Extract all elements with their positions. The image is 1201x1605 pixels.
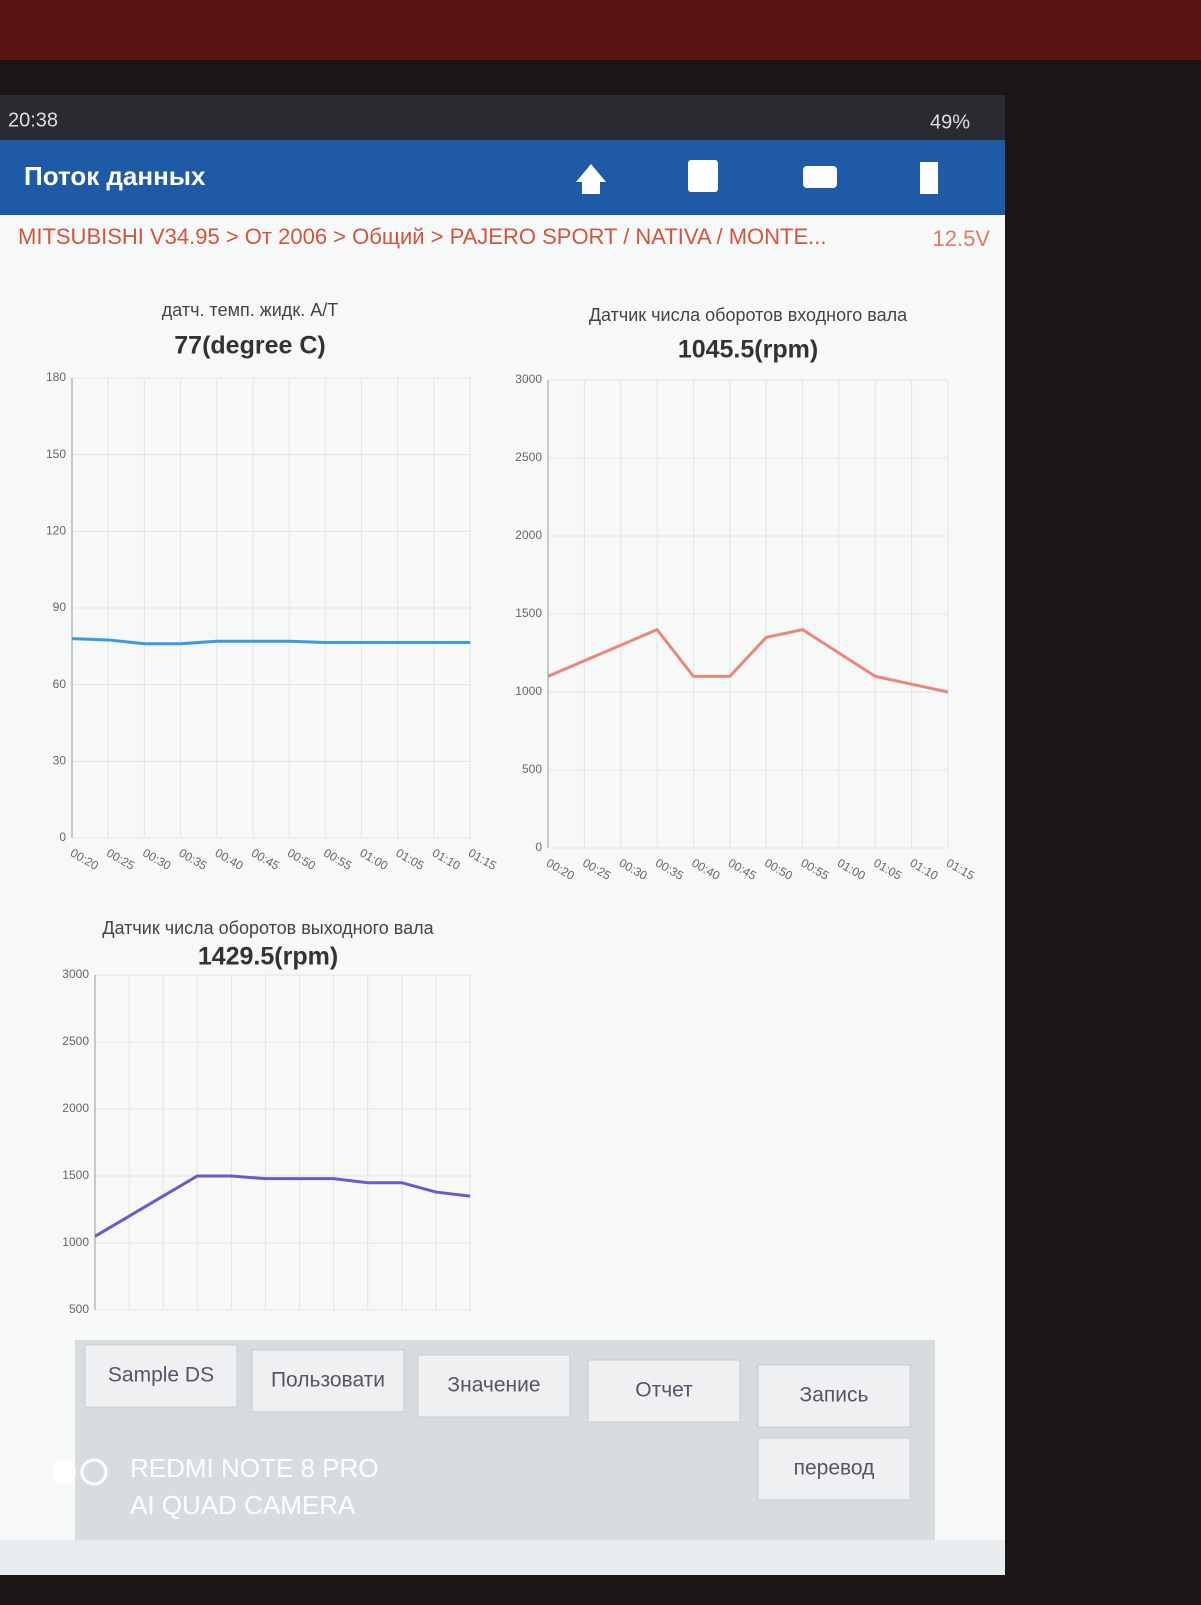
breadcrumb: MITSUBISHI V34.95 > От 2006 > Общий > PA… <box>18 224 827 249</box>
y-tick-label: 60 <box>53 677 67 691</box>
chart-title: Датчик числа оборотов входного вала <box>589 305 908 325</box>
home-icon[interactable] <box>576 164 606 194</box>
y-tick-label: 1500 <box>515 606 542 620</box>
y-tick-label: 180 <box>46 370 66 384</box>
button[interactable] <box>84 1344 238 1408</box>
y-tick-label: 2500 <box>62 1034 89 1048</box>
exit-icon[interactable] <box>920 162 938 194</box>
y-tick-label: 500 <box>522 762 542 776</box>
y-tick-label: 30 <box>53 754 67 768</box>
toolbar <box>576 160 938 194</box>
button-label[interactable]: Запись <box>800 1384 869 1407</box>
y-tick-label: 1000 <box>515 684 542 698</box>
button[interactable] <box>417 1354 571 1418</box>
y-tick-label: 3000 <box>62 967 89 981</box>
button-label[interactable]: Sample DS <box>108 1364 214 1387</box>
app-bar <box>0 140 1005 215</box>
y-tick-label: 0 <box>59 830 66 844</box>
y-tick-label: 2000 <box>515 528 542 542</box>
app-title: Поток данных <box>24 161 206 191</box>
status-battery: 49% <box>930 111 970 133</box>
button-label[interactable]: Значение <box>447 1374 540 1397</box>
data-line <box>94 1174 471 1238</box>
buttons: Sample DS Пользовати Значение Отчет Запись пе… <box>84 1344 911 1501</box>
chart-value: 1429.5(rpm) <box>198 943 338 971</box>
y-tick-label: 500 <box>69 1302 89 1316</box>
y-tick-label: 1000 <box>62 1235 89 1249</box>
y-tick-label: 2500 <box>515 450 542 464</box>
edit-icon[interactable] <box>688 160 718 192</box>
y-tick-label: 2000 <box>62 1101 89 1115</box>
watermark-line2: AI QUAD CAMERA <box>130 1490 356 1520</box>
button[interactable] <box>757 1364 911 1428</box>
y-tick-label: 3000 <box>515 372 542 386</box>
background-top <box>0 0 1201 60</box>
chart-title: датч. темп. жидк. A/T <box>162 300 338 320</box>
watermark-line1: REDMI NOTE 8 PRO <box>130 1453 378 1483</box>
y-tick-label: 90 <box>53 600 67 614</box>
watermark-logo <box>80 1458 108 1486</box>
voltage: 12.5V <box>933 226 991 251</box>
status-bar <box>0 95 1005 140</box>
y-tick-label: 150 <box>46 447 66 461</box>
y-tick-label: 0 <box>535 840 542 854</box>
watermark-logo <box>52 1460 76 1484</box>
chart-title: Датчик числа оборотов выходного вала <box>102 918 434 938</box>
button-label[interactable]: перевод <box>794 1457 875 1480</box>
y-tick-label: 120 <box>46 524 66 538</box>
chart-value: 77(degree C) <box>174 332 325 360</box>
chart-value: 1045.5(rpm) <box>678 336 818 364</box>
button-label[interactable]: Отчет <box>635 1379 693 1402</box>
button[interactable] <box>587 1359 741 1423</box>
content <box>0 215 1005 1540</box>
print-icon[interactable] <box>803 166 837 188</box>
button[interactable] <box>251 1349 405 1413</box>
data-line <box>71 637 470 646</box>
data-line <box>547 627 949 694</box>
y-tick-label: 1500 <box>62 1168 89 1182</box>
status-time: 20:38 <box>8 109 58 131</box>
button-label[interactable]: Пользовати <box>271 1369 385 1392</box>
button[interactable] <box>757 1437 911 1501</box>
